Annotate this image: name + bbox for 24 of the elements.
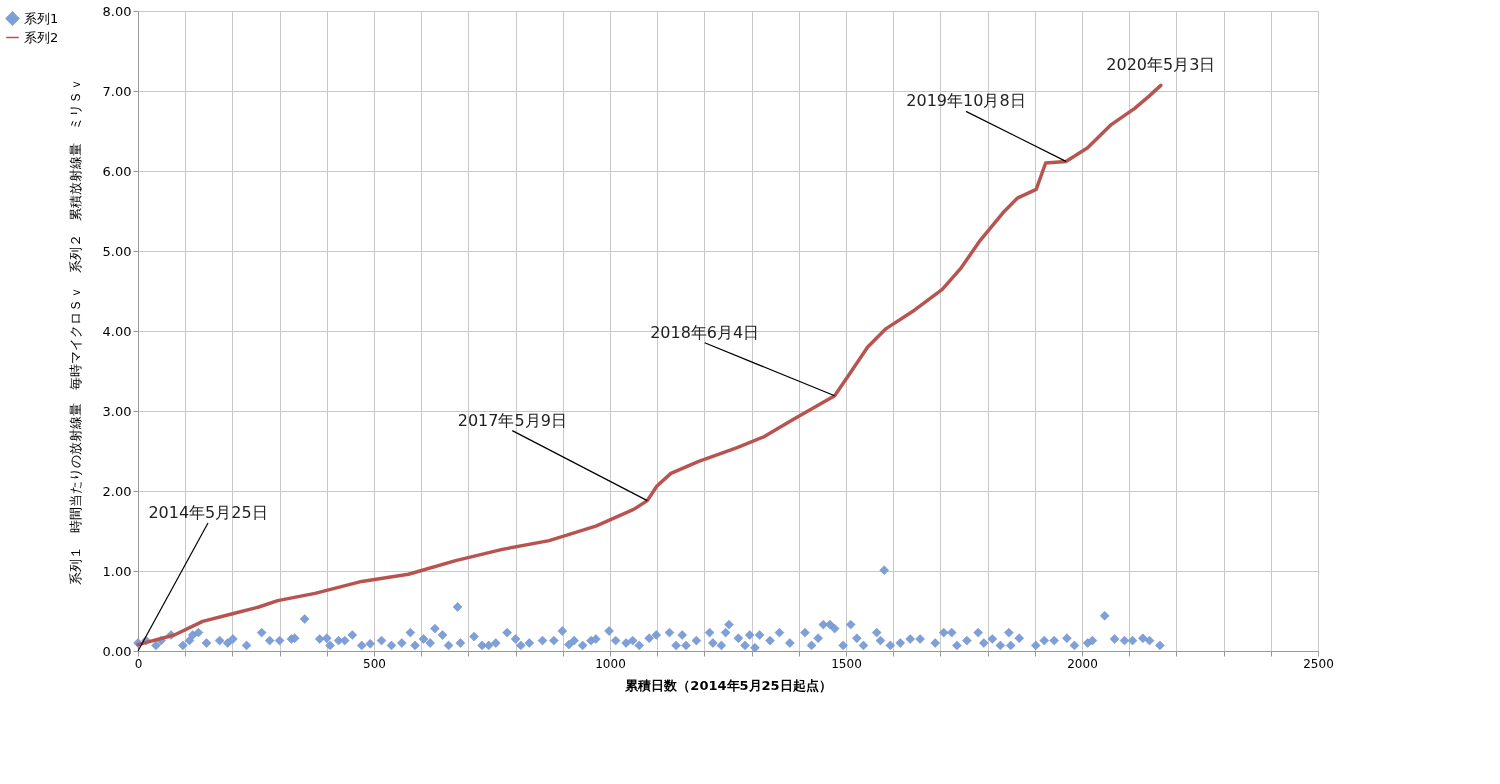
- y-tick-label: 1.00: [102, 563, 132, 579]
- x-tick-label: 2500: [1303, 656, 1334, 671]
- y-tick-label: 4.00: [102, 323, 132, 339]
- legend-label: 系列2: [24, 29, 59, 45]
- y-tick-label: 8.00: [102, 3, 132, 19]
- legend-label: 系列1: [24, 10, 59, 26]
- y-tick-label: 6.00: [102, 163, 132, 179]
- x-tick-label: 0: [134, 656, 143, 671]
- annotation: 2014年5月25日: [148, 503, 268, 522]
- y-tick-label: 0.00: [102, 643, 132, 659]
- y-axis-title: 系列１ 時間当たりの放射線量 毎時マイクロＳｖ 系列２ 累積放射線量 ミリＳｖ: [67, 78, 83, 585]
- y-tick-label: 7.00: [102, 83, 132, 99]
- annotation: 2020年5月3日: [1106, 55, 1216, 75]
- annotation: 2019年10月8日: [906, 91, 1026, 111]
- y-tick-label: 2.00: [102, 483, 132, 499]
- x-tick-label: 2000: [1067, 656, 1098, 671]
- x-tick-label: 1500: [831, 656, 862, 671]
- annotation: 2017年5月9日: [457, 410, 567, 430]
- y-tick-label: 3.00: [102, 403, 132, 419]
- x-axis-title: 累積日数（2014年5月25日起点）: [624, 677, 832, 693]
- x-tick-label: 1000: [595, 656, 626, 671]
- annotation: 2018年6月4日: [650, 322, 760, 342]
- x-tick-label: 500: [363, 656, 386, 671]
- y-tick-label: 5.00: [102, 243, 132, 259]
